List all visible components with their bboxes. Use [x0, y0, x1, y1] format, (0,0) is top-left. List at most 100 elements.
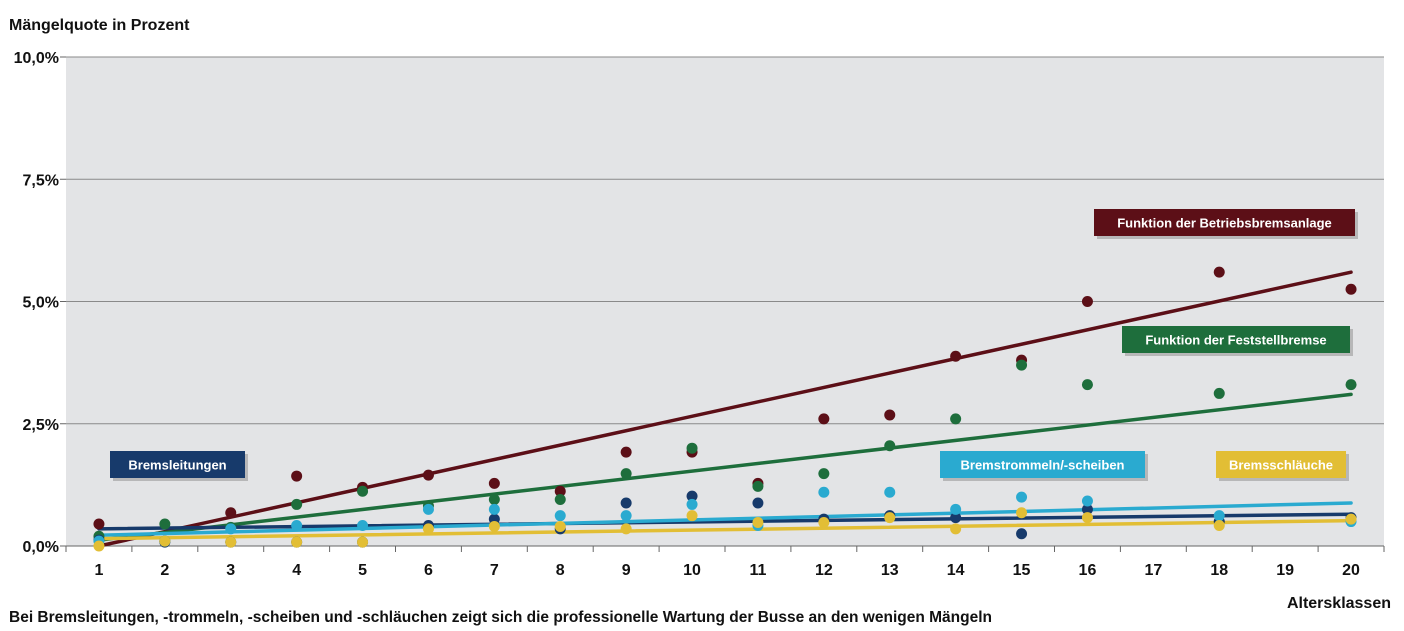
data-point-3	[1016, 528, 1028, 540]
gridlines	[66, 56, 1384, 547]
legend-tag-box	[1216, 451, 1346, 478]
chart-title: Mängelquote in Prozent	[9, 17, 190, 34]
data-point-5	[554, 520, 566, 532]
legend-tag-label: Bremsschläuche	[1229, 458, 1333, 473]
data-point-2	[1081, 379, 1093, 391]
data-point-2	[620, 468, 632, 480]
x-tick-label: 7	[490, 562, 499, 579]
data-point-2	[159, 518, 171, 530]
legend-tag-label: Bremstrommeln/-scheiben	[961, 458, 1125, 473]
data-point-3	[620, 497, 632, 509]
data-point-1	[422, 469, 434, 481]
data-point-1	[488, 477, 500, 489]
data-point-2	[554, 494, 566, 506]
trend-lines	[97, 270, 1353, 548]
data-point-5	[950, 523, 962, 535]
data-point-1	[93, 518, 105, 530]
data-point-2	[1345, 379, 1357, 391]
trend-line-1	[97, 270, 1353, 548]
x-tick-label: 3	[226, 562, 235, 579]
x-axis-label: Altersklassen	[1287, 595, 1391, 612]
legend-tag-label: Funktion der Betriebsbremsanlage	[1117, 216, 1332, 231]
x-axis-ticks: 1 2 3 4 5 6 7 8 9 10 11 12 13 14 15 16 17 18 19 20	[65, 546, 1385, 579]
data-point-1	[884, 409, 896, 421]
x-tick-label: 18	[1210, 562, 1228, 579]
trend-line-5	[97, 518, 1353, 541]
y-tick-label: 2,5%	[23, 417, 59, 434]
trend-line-2	[97, 392, 1353, 542]
y-tick-label: 10,0%	[14, 50, 59, 67]
data-point-2	[752, 480, 764, 492]
data-point-4	[1081, 495, 1093, 507]
x-tick-label: 9	[622, 562, 631, 579]
data-point-1	[291, 470, 303, 482]
legend-tag-box	[110, 451, 245, 478]
x-tick-label: 12	[815, 562, 833, 579]
x-tick-label: 17	[1144, 562, 1162, 579]
chart-caption: Bei Bremsleitungen, -trommeln, -scheiben…	[9, 609, 992, 626]
x-tick-label: 13	[881, 562, 899, 579]
data-point-5	[1213, 519, 1225, 531]
data-point-2	[291, 498, 303, 510]
x-tick-label: 4	[292, 562, 301, 579]
trend-line-4	[97, 501, 1353, 537]
y-tick-label: 7,5%	[23, 172, 59, 189]
data-point-4	[818, 486, 830, 498]
data-point-4	[225, 523, 237, 535]
data-point-5	[620, 523, 632, 535]
data-point-5	[422, 523, 434, 535]
data-point-5	[225, 536, 237, 548]
data-point-5	[291, 536, 303, 548]
trend-line-3	[97, 512, 1353, 531]
data-point-3	[1081, 503, 1093, 515]
legend-tags: Funktion der Betriebsbremsanlage Funktion…	[110, 209, 1358, 481]
data-point-4	[488, 503, 500, 515]
data-point-5	[1016, 507, 1028, 519]
x-tick-label: 6	[424, 562, 433, 579]
data-point-1	[620, 446, 632, 458]
data-point-4	[620, 510, 632, 522]
legend-tag-box	[1122, 326, 1350, 353]
data-point-2	[488, 494, 500, 506]
x-tick-label: 15	[1013, 562, 1031, 579]
data-point-4	[1016, 491, 1028, 503]
data-point-1	[1081, 296, 1093, 307]
data-point-1	[1213, 266, 1225, 278]
data-point-2	[1016, 359, 1028, 371]
x-tick-label: 1	[94, 562, 103, 579]
data-point-3	[950, 512, 962, 524]
data-point-1	[554, 485, 566, 497]
data-point-4	[884, 486, 896, 498]
data-point-5	[818, 517, 830, 529]
data-point-4	[950, 503, 962, 515]
x-tick-label: 19	[1276, 562, 1294, 579]
x-tick-label: 5	[358, 562, 367, 579]
data-point-5	[159, 535, 171, 547]
data-point-2	[686, 442, 698, 454]
y-tick-label: 5,0%	[23, 295, 59, 312]
data-point-5	[1081, 512, 1093, 524]
data-point-2	[357, 485, 369, 497]
x-tick-label: 8	[556, 562, 565, 579]
data-point-5	[488, 520, 500, 532]
data-point-5	[686, 510, 698, 522]
legend-tag-label: Funktion der Feststellbremse	[1145, 333, 1326, 348]
data-point-2	[884, 440, 896, 452]
data-point-5	[93, 540, 105, 552]
data-point-3	[686, 490, 698, 502]
data-point-4	[1213, 510, 1225, 522]
x-tick-label: 2	[160, 562, 169, 579]
data-point-5	[752, 517, 764, 529]
data-point-4	[554, 510, 566, 522]
legend-tag-label: Bremsleitungen	[128, 458, 226, 473]
legend-tag-box	[940, 451, 1145, 478]
data-point-5	[357, 536, 369, 548]
x-tick-label: 20	[1342, 562, 1360, 579]
data-point-2	[818, 468, 830, 480]
legend-tag-box	[1094, 209, 1355, 236]
data-point-2	[950, 413, 962, 425]
x-tick-label: 16	[1079, 562, 1097, 579]
data-point-1	[818, 413, 830, 425]
x-tick-label: 14	[947, 562, 965, 579]
